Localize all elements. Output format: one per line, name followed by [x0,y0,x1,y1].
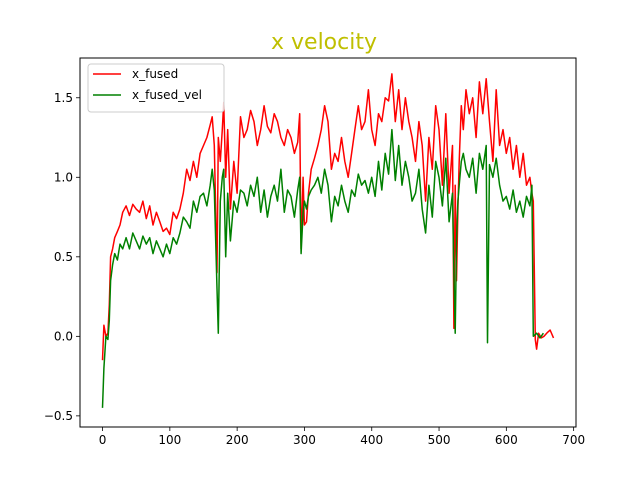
x-tick-label: 100 [158,433,181,447]
legend: x_fused x_fused_vel [87,63,225,113]
x-tick-label: 400 [360,433,383,447]
series-line-x-fused [101,73,555,361]
legend-box [87,63,225,113]
y-tick-label: 0.0 [54,329,73,343]
legend-label-x-fused: x_fused [132,67,178,81]
x-tick-label: 300 [293,433,316,447]
plot-area [80,58,576,427]
plot-frame [79,57,577,428]
x-tick-label: 600 [495,433,518,447]
x-tick-label: 500 [428,433,451,447]
ticks-layer: 0 100 200 300 400 500 600 700 −0.5 0.0 0.5 1.0 1.5 [44,91,585,447]
x-tick-label: 0 [99,433,107,447]
y-tick-label: 1.5 [54,91,73,105]
y-tick-label: −0.5 [44,409,73,423]
legend-label-x-fused-vel: x_fused_vel [132,88,202,102]
chart-title: x velocity [271,30,377,55]
x-tick-label: 700 [562,433,585,447]
x-tick-label: 200 [226,433,249,447]
series-line-x-fused-vel [101,128,545,408]
plot-layer [101,73,555,408]
y-tick-label: 0.5 [54,250,73,264]
y-tick-label: 1.0 [54,170,73,184]
